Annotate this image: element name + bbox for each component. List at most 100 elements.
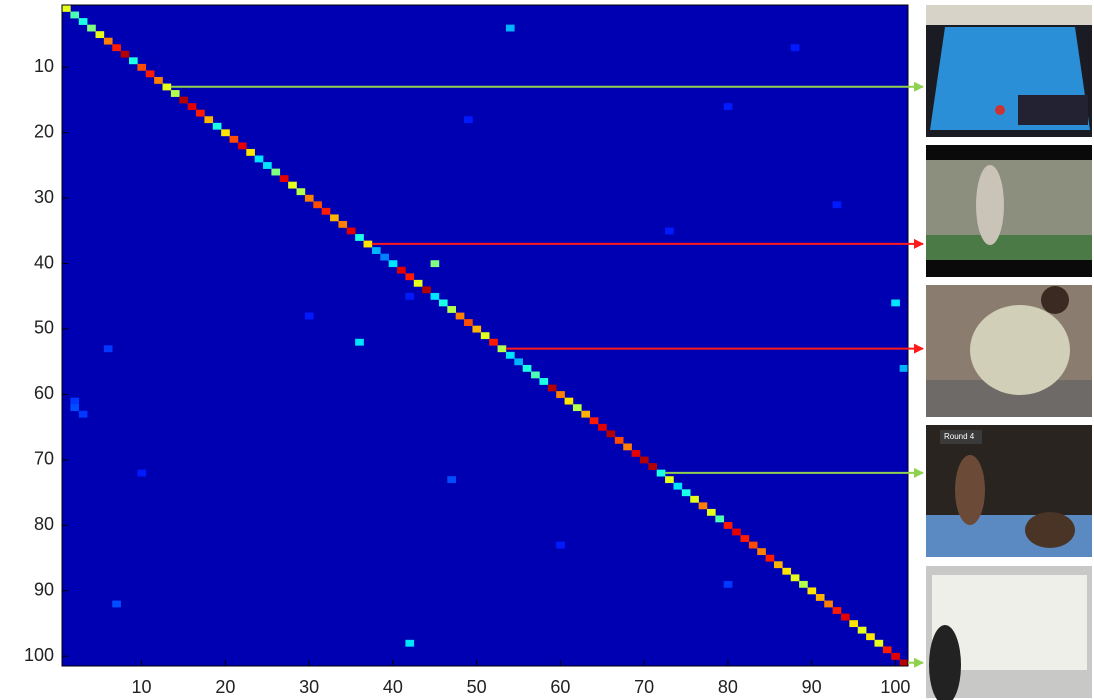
y-tick-label: 10 (34, 56, 54, 76)
diagonal-cell (723, 522, 733, 529)
diagonal-cell (363, 240, 373, 248)
x-tick-label: 90 (802, 677, 822, 697)
diagonal-cell (196, 109, 205, 117)
off-diagonal-cell (447, 476, 456, 484)
diagonal-cell (673, 482, 683, 490)
thumbnail-boxing: Round 4 (926, 425, 1092, 557)
diagonal-cell (564, 397, 574, 405)
off-diagonal-cell (790, 44, 800, 52)
diagonal-cell (639, 456, 649, 464)
y-tick-label: 50 (34, 318, 54, 338)
diagonal-cell (288, 181, 297, 189)
off-diagonal-cell (505, 24, 515, 32)
diagonal-cell (154, 76, 163, 84)
thumbnails: Round 4 (926, 5, 1092, 700)
off-diagonal-cell (70, 404, 80, 412)
off-diagonal-cell (405, 292, 415, 300)
diagonal-cell (782, 567, 792, 575)
diagonal-cell (229, 135, 239, 143)
diagonal-cell (405, 273, 415, 281)
diagonal-cell (263, 162, 272, 169)
diagonal-cell (681, 489, 691, 497)
diagonal-cell (237, 142, 247, 150)
diagonal-cell (170, 90, 180, 97)
diagonal-cell (899, 659, 909, 667)
diagonal-cell (380, 253, 389, 261)
diagonal-cell (773, 561, 783, 569)
thumbnail-hammer-throw (926, 145, 1092, 277)
diagonal-cell (866, 633, 875, 641)
plot-frame (61, 4, 909, 667)
diagonal-cell (815, 594, 825, 601)
diagonal-cell (531, 371, 540, 379)
diagonal-cell (346, 227, 356, 235)
off-diagonal-cell (304, 312, 314, 320)
diagonal-cell (304, 194, 314, 202)
off-diagonal-cell (723, 580, 733, 588)
diagonal-cell (665, 476, 674, 484)
diagonal-cell (840, 613, 850, 621)
diagonal-cell (740, 535, 750, 542)
diagonal-cell (849, 620, 859, 628)
diagonal-cell (598, 423, 607, 431)
off-diagonal-cell (430, 260, 440, 268)
diagonal-cell (832, 607, 842, 614)
diagonal-cell (296, 188, 306, 196)
diagonal-cell (706, 508, 716, 516)
diagonal-cell (422, 286, 431, 294)
off-diagonal-cell (891, 299, 900, 307)
diagonal-cell (464, 319, 473, 326)
diagonal-cell (480, 332, 490, 340)
diagonal-cell (539, 378, 549, 385)
diagonal-cell (648, 463, 658, 470)
diagonal-cell (732, 528, 741, 536)
diagonal-cell (187, 103, 197, 111)
diagonal-cell (790, 574, 800, 582)
y-tick-label: 70 (34, 449, 54, 469)
diagonal-cell (715, 515, 725, 523)
diagonal-cell (623, 443, 632, 451)
off-diagonal-cell (355, 338, 364, 346)
diagonal-cell (581, 410, 591, 418)
diagonal-cell (204, 116, 214, 124)
diagonal-cell (371, 247, 381, 254)
off-diagonal-cell (103, 345, 113, 353)
diagonal-cell (807, 587, 817, 595)
diagonal-cell (321, 207, 331, 215)
diagonal-cell (556, 391, 565, 398)
diagonal-cell (78, 18, 88, 25)
diagonal-cell (162, 83, 172, 91)
x-tick-label: 70 (634, 677, 654, 697)
diagonal-cell (547, 384, 557, 392)
y-tick-label: 90 (34, 579, 54, 599)
diagonal-cell (87, 24, 96, 32)
diagonal-cell (748, 541, 758, 549)
thumbnail-caption: Round 4 (944, 432, 975, 441)
off-diagonal-cell (112, 600, 121, 608)
diagonal-cell (698, 502, 708, 510)
x-tick-label: 80 (718, 677, 738, 697)
diagonal-cell (589, 417, 599, 425)
x-tick-label: 20 (215, 677, 235, 697)
diagonal-cell (455, 312, 465, 320)
diagonal-cell (62, 5, 71, 12)
diagonal-cell (145, 70, 155, 78)
diagonal-cell (430, 292, 440, 300)
diagonal-cell (137, 63, 147, 71)
diagonal-cell (254, 155, 264, 163)
x-tick-label: 30 (299, 677, 319, 697)
diagonal-cell (95, 31, 105, 39)
diagonal-cell (505, 351, 515, 359)
diagonal-cell (413, 279, 423, 287)
diagonal-cell (313, 201, 322, 209)
diagonal-cell (572, 404, 582, 412)
off-diagonal-cell (70, 397, 80, 405)
diagonal-cell (279, 175, 289, 183)
diagonal-cell (614, 436, 624, 444)
diagonal-cell (438, 299, 448, 307)
y-tick-label: 20 (34, 121, 54, 141)
diagonal-cell (757, 548, 766, 556)
y-tick-label: 60 (34, 383, 54, 403)
diagonal-cell (765, 554, 775, 562)
